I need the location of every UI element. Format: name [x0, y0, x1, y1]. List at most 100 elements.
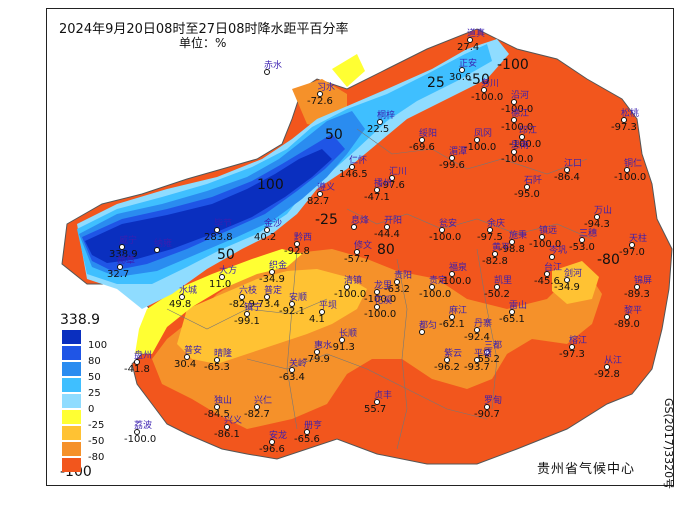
- station-marker: [564, 277, 570, 283]
- station-marker: [544, 271, 550, 277]
- station-name: 紫云: [444, 349, 463, 359]
- anomaly-band-light-orange-east: [552, 261, 599, 304]
- station-marker: [579, 237, 585, 243]
- legend-color-box: [62, 442, 81, 456]
- contour-label: 80: [377, 242, 395, 258]
- station-value: -100.0: [334, 289, 367, 300]
- station-name: 独山: [214, 396, 233, 406]
- station-marker: [349, 164, 355, 170]
- station-value: 4.1: [309, 314, 325, 325]
- station-marker: [239, 294, 245, 300]
- station-marker: [214, 227, 220, 233]
- map-title: 2024年9月20日08时至27日08时降水距平百分率: [59, 22, 349, 37]
- station-value: -62.1: [439, 319, 465, 330]
- station-name: 开阳: [384, 216, 403, 226]
- station-value: -82.7: [244, 409, 270, 420]
- station-marker: [264, 69, 270, 75]
- station-name: 榕江: [569, 336, 588, 346]
- station-value: -97.0: [619, 247, 645, 258]
- station-name: 安顺: [289, 293, 308, 303]
- anomaly-band-yellow: [135, 249, 302, 354]
- station-value: 82.7: [307, 196, 330, 207]
- station-name: 普定: [264, 286, 283, 296]
- station-value: -99.6: [439, 160, 465, 171]
- station-marker: [429, 284, 435, 290]
- station-marker: [564, 167, 570, 173]
- contour-label: 100: [257, 177, 284, 193]
- anomaly-band-light-orange: [177, 269, 367, 364]
- station-name: 江口: [564, 159, 583, 169]
- station-marker: [474, 327, 480, 333]
- station-value: -100.0: [471, 92, 504, 103]
- station-name: 兴仁: [254, 396, 273, 406]
- station-name: 水城: [179, 286, 198, 296]
- station-marker: [629, 242, 635, 248]
- station-name: 贵定: [429, 276, 448, 286]
- organization-label: 贵州省气候中心: [536, 462, 635, 477]
- station-name: 惠水: [314, 341, 333, 351]
- station-marker: [492, 251, 498, 257]
- station-value: -92.8: [284, 246, 310, 257]
- station-name: 播州: [374, 179, 393, 189]
- contour-label: -25: [315, 212, 338, 228]
- station-name: 三都: [484, 341, 503, 351]
- station-name: 遵义: [317, 183, 336, 193]
- station-name: 黎平: [624, 306, 643, 316]
- station-value: 22.5: [367, 124, 390, 135]
- station-value: -65.1: [499, 314, 525, 325]
- station-name: 龙里: [374, 281, 393, 291]
- station-value: -100.0: [419, 289, 452, 300]
- station-name: 瓮安: [439, 219, 458, 229]
- station-marker: [449, 314, 455, 320]
- map-frame: -100 -50 25 50 100 -25 50 80 -80 道真 27.4 正…: [46, 8, 674, 486]
- station-value: -41.8: [124, 364, 150, 375]
- station-value: -92.8: [594, 369, 620, 380]
- station-name: 剑河: [564, 269, 583, 279]
- station-value: 283.8: [204, 232, 233, 243]
- station-value: 146.5: [339, 169, 368, 180]
- station-name: 册亨: [304, 421, 323, 431]
- station-value: -69.6: [409, 142, 435, 153]
- contour-label: 50: [325, 127, 343, 143]
- station-value: -89.0: [614, 319, 640, 330]
- station-name: 凤冈: [474, 129, 493, 139]
- legend-label: -80: [88, 452, 105, 463]
- station-marker: [134, 359, 140, 365]
- station-name: 黄平: [492, 243, 511, 253]
- station-name: 关岭: [289, 359, 308, 369]
- station-marker: [511, 117, 517, 123]
- station-name: 六枝: [239, 286, 258, 296]
- station-value: -100.0: [364, 294, 397, 305]
- station-name: 万山: [594, 206, 613, 216]
- station-name: 岑巩: [549, 246, 568, 256]
- station-value: -50.2: [484, 289, 510, 300]
- station-name: 盘州: [134, 351, 153, 361]
- station-value: -82.9: [229, 299, 255, 310]
- station-marker: [317, 191, 323, 197]
- contour-label-layer: -100 -50 25 50 100 -25 50 80 -80: [217, 57, 620, 268]
- station-value: -84.5: [204, 409, 230, 420]
- station-name: 修文: [354, 241, 373, 251]
- station-marker: [494, 284, 500, 290]
- station-value: -100.0: [124, 434, 157, 445]
- station-marker: [214, 357, 220, 363]
- station-name: 锦屏: [634, 276, 653, 286]
- station-value: -100.0: [501, 154, 534, 165]
- station-name: 习水: [317, 83, 336, 93]
- station-marker: [624, 167, 630, 173]
- station-name: 织金: [269, 261, 288, 271]
- station-name: 金沙: [264, 219, 283, 229]
- station-marker: [289, 301, 295, 307]
- station-value: -82.8: [482, 256, 508, 267]
- station-value: -63.4: [279, 372, 305, 383]
- station-marker: [467, 37, 473, 43]
- station-name: 麻江: [449, 306, 468, 316]
- station-marker: [484, 349, 490, 355]
- map-approval-number: GS(2017)3320号: [662, 398, 675, 490]
- legend-color-box: [62, 410, 81, 424]
- station-value: -91.3: [329, 342, 355, 353]
- station-name: 正安: [459, 59, 478, 69]
- station-marker: [244, 311, 250, 317]
- station-value: 338.9: [109, 249, 138, 260]
- station-name: 道真: [467, 29, 486, 39]
